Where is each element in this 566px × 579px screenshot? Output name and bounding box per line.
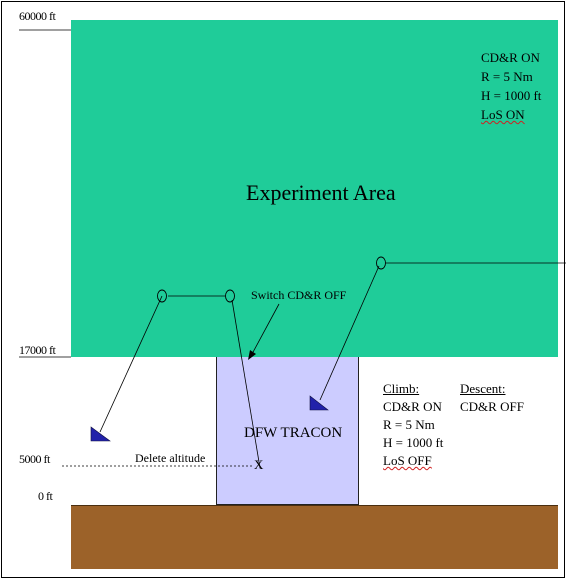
aircraft-triangle-icon (309, 395, 329, 411)
experiment-area (71, 20, 558, 357)
climb-settings: Climb: CD&R ON R = 5 Nm H = 1000 ft LoS … (383, 380, 443, 470)
descent-settings: Descent: CD&R OFF (460, 380, 524, 416)
experiment-setting: R = 5 Nm (481, 69, 533, 84)
altitude-label-60000: 60000 ft (19, 9, 56, 23)
experiment-settings: CD&R ON R = 5 Nm H = 1000 ft LoS ON (481, 48, 541, 124)
aircraft-triangle-icon (90, 426, 111, 442)
climb-setting: CD&R ON (383, 399, 442, 414)
climb-heading: Climb: (383, 381, 420, 396)
waypoint-marker (225, 289, 235, 303)
waypoint-marker (376, 256, 386, 270)
experiment-setting: CD&R ON (481, 50, 540, 65)
waypoint-marker (157, 289, 167, 303)
waypoint-x-marker: X (254, 457, 264, 472)
arrowhead-icon (248, 350, 256, 360)
descent-path-segment (99, 295, 163, 433)
altitude-label-17000: 17000 ft (19, 343, 56, 357)
climb-setting: LoS OFF (383, 453, 432, 468)
switch-cdr-pointer (251, 303, 280, 355)
delete-altitude-annotation: Delete altitude (135, 451, 206, 465)
descent-heading: Descent: (460, 381, 506, 396)
altitude-label-5000: 5000 ft (19, 452, 50, 466)
climb-path-segment (319, 265, 380, 401)
climb-setting: H = 1000 ft (383, 435, 444, 450)
switch-cdr-annotation: Switch CD&R OFF (251, 288, 347, 302)
descent-setting: CD&R OFF (460, 399, 524, 414)
ground-band (71, 505, 558, 569)
tracon-area (216, 357, 359, 505)
tracon-label: DFW TRACON (244, 425, 343, 441)
experiment-setting: LoS ON (481, 107, 525, 122)
descent-path-segment (231, 299, 261, 469)
experiment-setting: H = 1000 ft (481, 88, 542, 103)
altitude-label-0: 0 ft (38, 489, 53, 503)
climb-setting: R = 5 Nm (383, 417, 435, 432)
experiment-area-title: Experiment Area (246, 180, 396, 205)
